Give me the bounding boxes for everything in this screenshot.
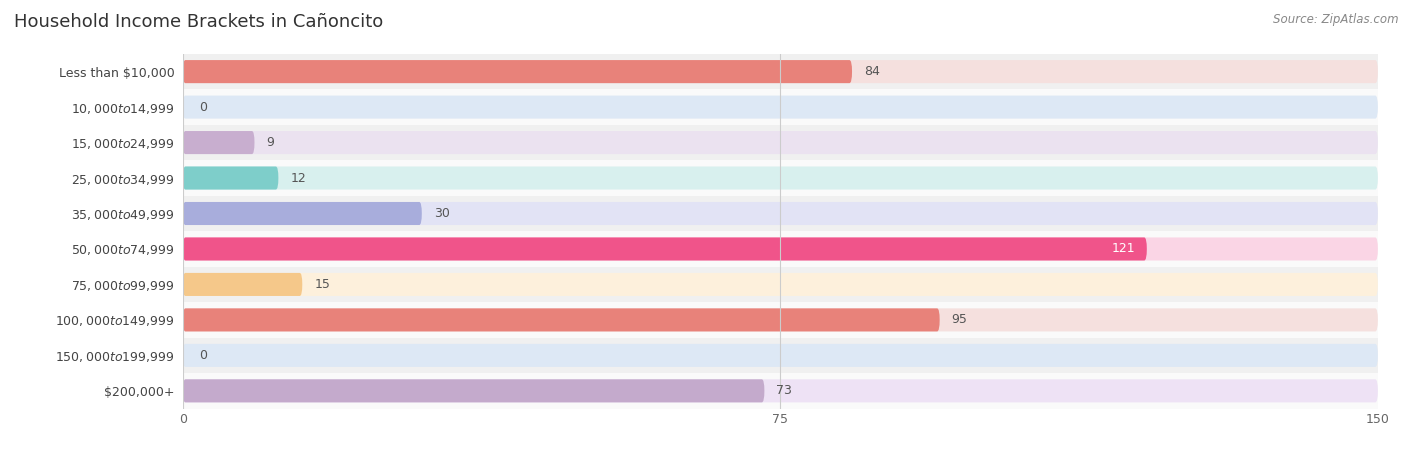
Text: 73: 73 — [776, 384, 792, 397]
Text: 95: 95 — [952, 313, 967, 326]
Text: 121: 121 — [1111, 242, 1135, 255]
FancyBboxPatch shape — [183, 238, 1147, 260]
Text: 0: 0 — [198, 101, 207, 114]
Bar — [183, 54, 1378, 89]
Text: Household Income Brackets in Cañoncito: Household Income Brackets in Cañoncito — [14, 13, 384, 31]
FancyBboxPatch shape — [183, 308, 1378, 331]
Bar — [183, 89, 1378, 125]
Bar — [183, 267, 1378, 302]
FancyBboxPatch shape — [183, 60, 852, 83]
FancyBboxPatch shape — [183, 344, 1378, 367]
Bar — [183, 338, 1378, 373]
FancyBboxPatch shape — [183, 202, 422, 225]
Text: 12: 12 — [291, 172, 307, 185]
FancyBboxPatch shape — [183, 131, 1378, 154]
Text: Source: ZipAtlas.com: Source: ZipAtlas.com — [1274, 13, 1399, 26]
Text: 84: 84 — [863, 65, 880, 78]
FancyBboxPatch shape — [183, 273, 1378, 296]
Text: 15: 15 — [315, 278, 330, 291]
Bar — [183, 160, 1378, 196]
Bar — [183, 231, 1378, 267]
FancyBboxPatch shape — [183, 308, 939, 331]
FancyBboxPatch shape — [183, 60, 1378, 83]
FancyBboxPatch shape — [183, 238, 1378, 260]
Bar — [183, 302, 1378, 338]
Text: 0: 0 — [198, 349, 207, 362]
Bar — [183, 196, 1378, 231]
FancyBboxPatch shape — [183, 202, 1378, 225]
Text: 30: 30 — [433, 207, 450, 220]
FancyBboxPatch shape — [183, 273, 302, 296]
FancyBboxPatch shape — [183, 131, 254, 154]
Bar — [183, 373, 1378, 409]
Text: 9: 9 — [267, 136, 274, 149]
FancyBboxPatch shape — [183, 379, 1378, 402]
FancyBboxPatch shape — [183, 379, 765, 402]
FancyBboxPatch shape — [183, 167, 1378, 189]
FancyBboxPatch shape — [183, 96, 1378, 119]
Bar — [183, 125, 1378, 160]
FancyBboxPatch shape — [183, 167, 278, 189]
